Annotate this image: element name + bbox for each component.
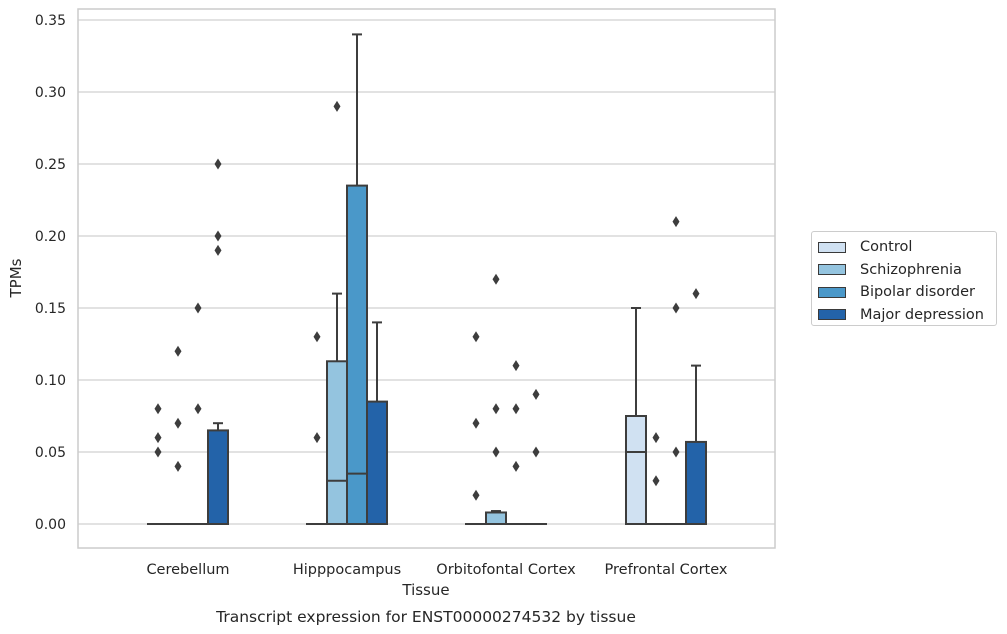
outlier-point [194, 302, 202, 314]
outlier-point [174, 417, 182, 429]
outlier-point [512, 460, 520, 472]
box [346, 184, 368, 525]
box [485, 511, 507, 525]
legend-swatch [818, 241, 846, 253]
outlier-point [472, 417, 480, 429]
box [625, 415, 647, 525]
box [207, 429, 229, 525]
y-tick-label: 0.20 [35, 229, 66, 245]
outlier-point [154, 446, 162, 458]
legend-label: Bipolar disorder [860, 284, 975, 301]
x-tick-label: Hipppocampus [293, 562, 401, 578]
outlier-point [472, 489, 480, 501]
plot-area-frame [77, 8, 776, 549]
outlier-point [652, 432, 660, 444]
y-axis-ticks: 0.00 0.05 0.10 0.15 0.20 0.25 0.30 0.35 [35, 13, 66, 533]
y-tick-label: 0.25 [35, 157, 66, 173]
y-tick-label: 0.30 [35, 85, 66, 101]
outlier-point [313, 331, 321, 343]
outlier-point [672, 446, 680, 458]
series-schizophrenia [167, 100, 667, 526]
grid-lines [78, 19, 775, 525]
outlier-point [672, 216, 680, 228]
chart-title: Transcript expression for ENST0000027453… [215, 608, 636, 626]
box-plot-series [147, 33, 707, 526]
x-tick-label: Cerebellum [146, 562, 229, 578]
outlier-point [512, 360, 520, 372]
legend-label: Schizophrenia [860, 261, 962, 278]
legend-item: Control [818, 236, 996, 259]
outlier-point [214, 244, 222, 256]
y-tick-label: 0.35 [35, 13, 66, 29]
x-tick-label: Orbitofontal Cortex [436, 562, 576, 578]
outlier-point [174, 345, 182, 357]
outlier-point [492, 446, 500, 458]
box [366, 400, 388, 526]
x-axis-ticks: Cerebellum Hipppocampus Orbitofontal Corte… [146, 562, 727, 578]
outlier-point [154, 432, 162, 444]
outlier-point [174, 460, 182, 472]
outlier-point [492, 273, 500, 285]
outlier-point [492, 403, 500, 415]
y-tick-label: 0.10 [35, 373, 66, 389]
legend-label: Major depression [860, 306, 984, 323]
outlier-point [194, 403, 202, 415]
outlier-point [313, 432, 321, 444]
series-bipolar-disorder [187, 33, 687, 526]
legend-item: Bipolar disorder [818, 281, 996, 304]
outlier-point [472, 331, 480, 343]
y-axis-label: TPMs [7, 258, 25, 298]
legend-swatch [818, 309, 846, 321]
legend-item: Major depression [818, 304, 996, 327]
legend-label: Control [860, 239, 913, 256]
outlier-point [652, 475, 660, 487]
outlier-point [154, 403, 162, 415]
series-major-depression [207, 158, 707, 526]
y-tick-label: 0.05 [35, 445, 66, 461]
legend-item: Schizophrenia [818, 259, 996, 282]
outlier-point [333, 100, 341, 112]
legend-swatch [818, 264, 846, 276]
y-tick-label: 0.00 [35, 517, 66, 533]
outlier-point [214, 230, 222, 242]
outlier-point [532, 446, 540, 458]
x-tick-label: Prefrontal Cortex [605, 562, 728, 578]
x-axis-label: Tissue [401, 581, 449, 599]
legend-swatch [818, 286, 846, 298]
outlier-point [692, 288, 700, 300]
outlier-point [672, 302, 680, 314]
outlier-point [214, 158, 222, 170]
box [326, 360, 348, 525]
outlier-point [532, 388, 540, 400]
series-control [147, 307, 647, 526]
outlier-point [512, 403, 520, 415]
y-tick-label: 0.15 [35, 301, 66, 317]
box [685, 440, 707, 526]
legend: Control Schizophrenia Bipolar disorder Majo… [811, 231, 997, 326]
